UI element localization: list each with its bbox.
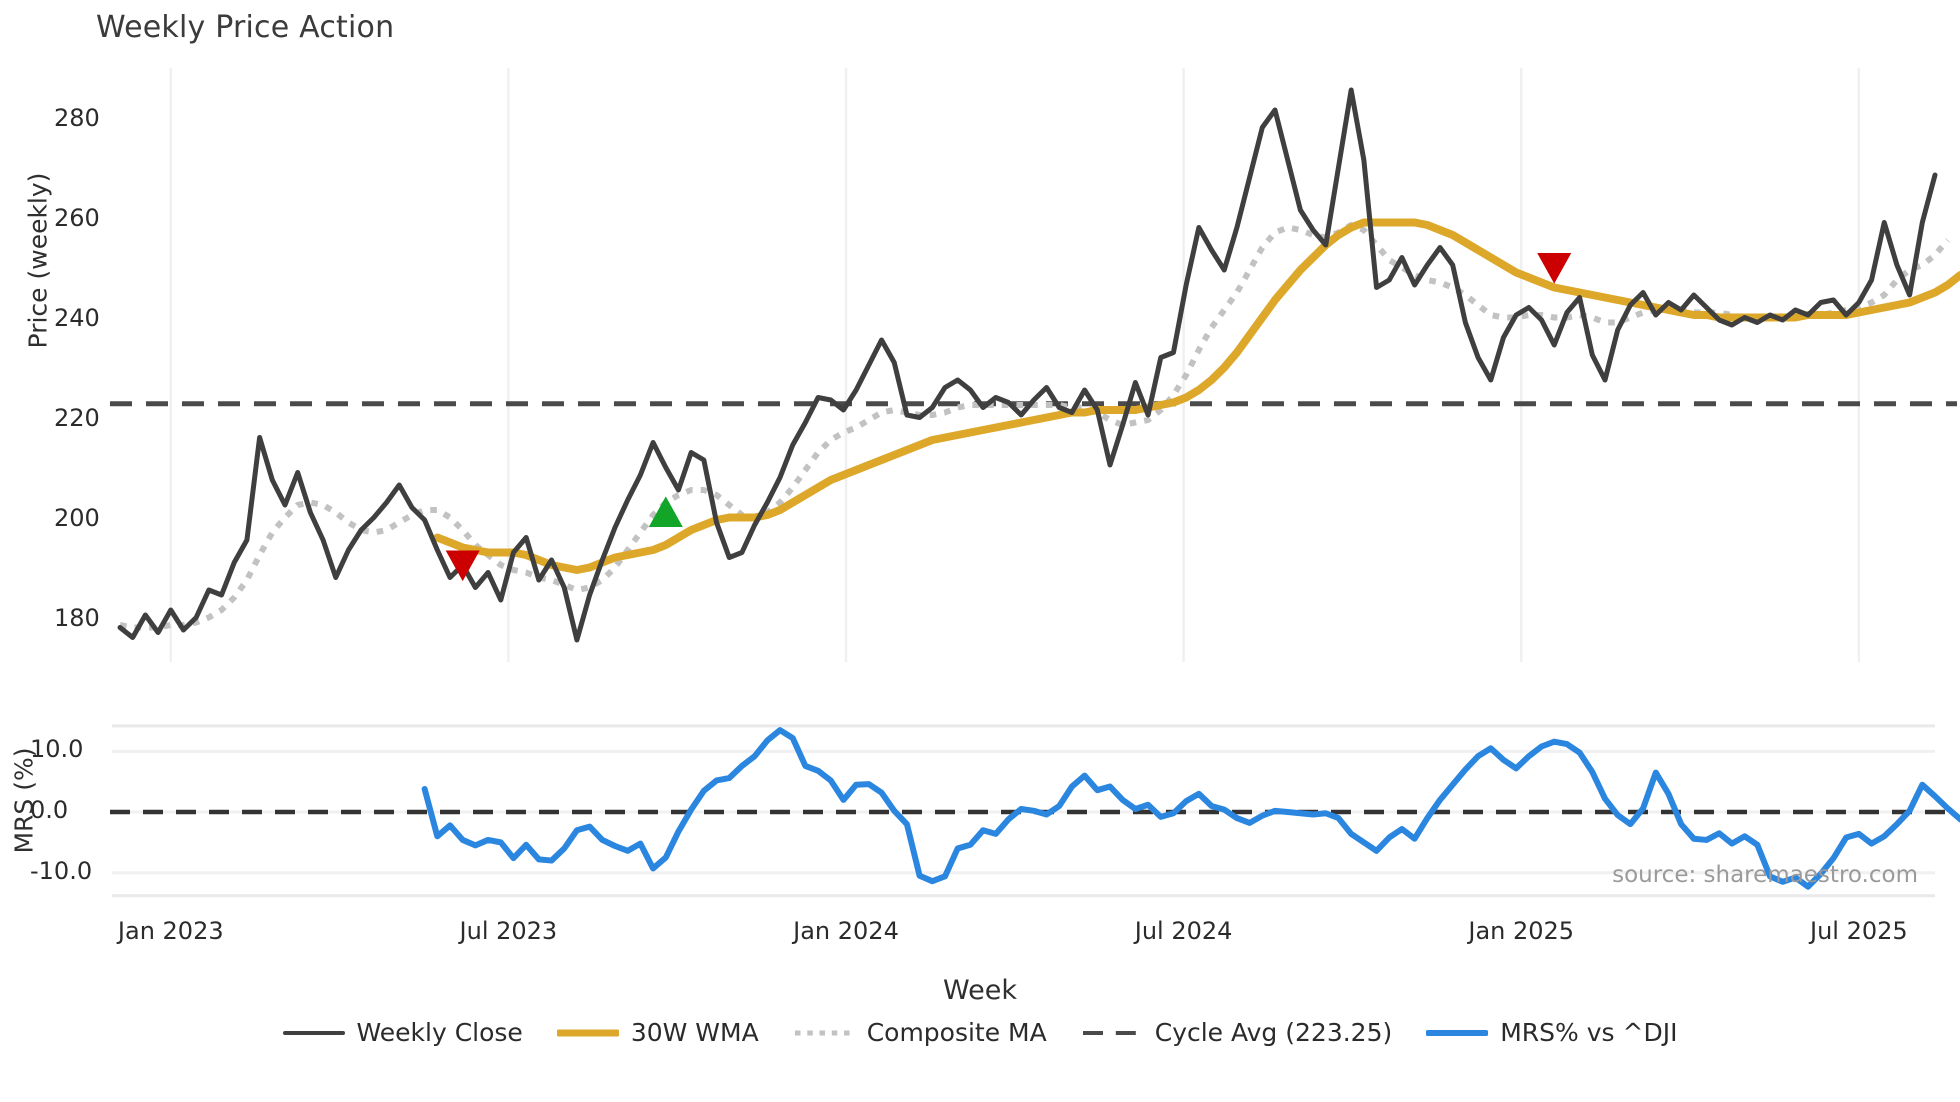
legend-label: Weekly Close xyxy=(356,1018,523,1047)
legend-item-cycle-avg-223-25[interactable]: Cycle Avg (223.25) xyxy=(1081,1018,1393,1047)
price-ytick-240: 240 xyxy=(54,304,100,332)
legend-label: Cycle Avg (223.25) xyxy=(1154,1018,1393,1047)
buy-marker xyxy=(648,496,683,527)
mrs-ytick-0.0: 0.0 xyxy=(30,796,69,825)
xtick-jan-2023: Jan 2023 xyxy=(117,917,224,945)
sell-marker xyxy=(1537,253,1572,284)
legend-swatch-icon xyxy=(282,1030,345,1035)
xtick-jul-2023: Jul 2023 xyxy=(459,917,558,945)
price-ytick-280: 280 xyxy=(54,104,100,132)
chart-legend: Weekly Close 30W WMA Composite MA Cycle Avg… xyxy=(0,1018,1960,1047)
mrs-ytick-neg10.0: -10.0 xyxy=(30,856,93,885)
xtick-jan-2025: Jan 2025 xyxy=(1468,917,1575,945)
gridlines xyxy=(169,68,1861,662)
series-weekly-close xyxy=(117,87,1938,643)
source-annotation: source: sharemaestro.com xyxy=(1612,862,1918,888)
price-ytick-180: 180 xyxy=(54,604,100,632)
x-axis-label: Week xyxy=(943,975,1017,1006)
series-mrs xyxy=(421,727,1960,890)
legend-item-30w-wma[interactable]: 30W WMA xyxy=(556,1018,759,1047)
mrs-ytick-10.0: 10.0 xyxy=(30,735,84,764)
xtick-jul-2025: Jul 2025 xyxy=(1810,917,1908,945)
legend-swatch-icon xyxy=(1082,1030,1141,1035)
sell-marker xyxy=(445,550,480,582)
legend-label: 30W WMA xyxy=(630,1018,759,1047)
legend-label: Composite MA xyxy=(866,1018,1047,1047)
legend-swatch-icon xyxy=(556,1029,619,1036)
legend-item-mrs-vs-dji[interactable]: MRS% vs ^DJI xyxy=(1426,1018,1677,1047)
signal-markers xyxy=(445,253,1572,582)
legend-swatch-icon xyxy=(1426,1029,1489,1036)
xtick-jan-2024: Jan 2024 xyxy=(793,917,899,945)
chart-title: Weekly Price Action xyxy=(96,10,395,45)
legend-label: MRS% vs ^DJI xyxy=(1500,1018,1678,1047)
legend-item-weekly-close[interactable]: Weekly Close xyxy=(282,1018,523,1047)
price-ytick-260: 260 xyxy=(54,204,100,232)
legend-item-composite-ma[interactable]: Composite MA xyxy=(793,1018,1047,1047)
series-composite-ma xyxy=(119,222,1950,631)
price-ytick-200: 200 xyxy=(54,504,100,532)
series-30w-wma xyxy=(433,218,1960,574)
xtick-jul-2024: Jul 2024 xyxy=(1134,917,1233,945)
price-ytick-220: 220 xyxy=(54,404,100,432)
legend-swatch-icon xyxy=(794,1030,853,1035)
